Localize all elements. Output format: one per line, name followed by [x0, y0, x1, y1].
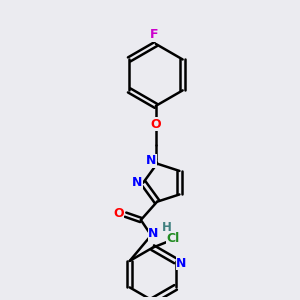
Text: O: O — [151, 118, 161, 130]
Text: N: N — [146, 154, 156, 167]
Text: F: F — [150, 28, 159, 41]
Text: H: H — [161, 220, 171, 233]
Text: N: N — [132, 176, 142, 189]
Text: N: N — [176, 257, 187, 270]
Text: N: N — [148, 227, 159, 240]
Text: Cl: Cl — [167, 232, 180, 245]
Text: O: O — [113, 207, 124, 220]
